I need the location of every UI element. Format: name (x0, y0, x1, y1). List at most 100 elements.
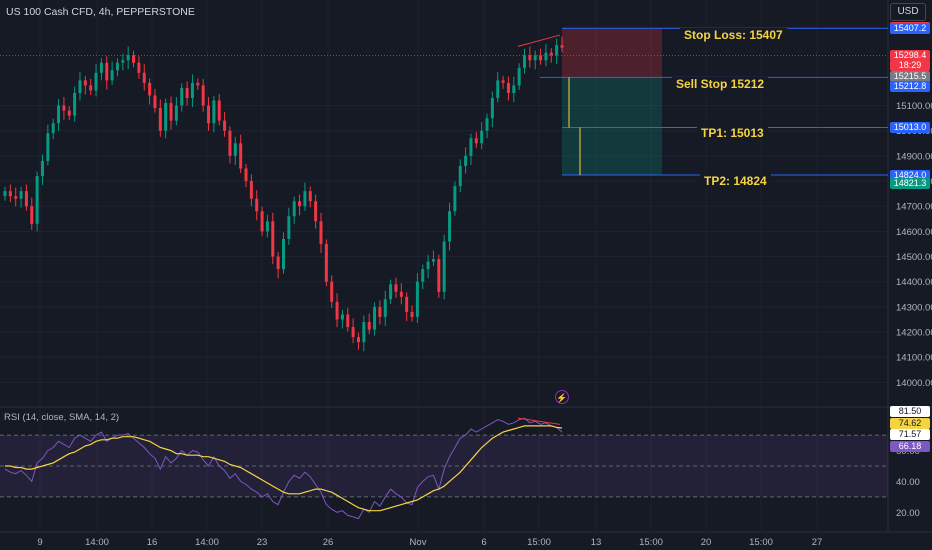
candle-body (158, 108, 162, 131)
candle-body (8, 191, 12, 197)
candle-body (3, 191, 7, 197)
x-tick-label: 16 (147, 537, 158, 548)
candle-body (415, 281, 419, 317)
candle-body (469, 138, 473, 156)
price-label: 15215.5 (890, 70, 930, 82)
candle-body (490, 97, 494, 119)
candle-body (560, 45, 564, 48)
stop-loss-annotation: Stop Loss: 15407 (680, 28, 787, 42)
candle-body (190, 82, 194, 98)
flash-icon[interactable]: ⚡ (555, 390, 569, 404)
y-tick-label: 14400.00 (896, 277, 932, 288)
x-tick-label: 14:00 (85, 537, 109, 548)
candle-body (73, 92, 77, 116)
take-profit-zone (562, 77, 662, 176)
rsi-value-label: 81.50 (890, 406, 930, 417)
candle-body (174, 105, 178, 121)
candle-body (523, 55, 527, 68)
y-tick-label: 14200.00 (896, 328, 932, 339)
candle-body (244, 168, 248, 182)
candle-body (51, 123, 55, 134)
price-label: 18:29 (890, 60, 930, 72)
x-tick-label: 15:00 (749, 537, 773, 548)
sell-stop-annotation: Sell Stop 15212 (672, 77, 769, 91)
candle-body (426, 261, 430, 270)
candle-body (496, 80, 500, 98)
rsi-value-label: 71.57 (890, 429, 930, 440)
candle-body (373, 306, 377, 330)
y-tick-label: 14100.00 (896, 353, 932, 364)
tp2-annotation: TP2: 14824 (700, 174, 771, 188)
candle-body (153, 95, 157, 109)
candle-body (89, 85, 93, 91)
candle-body (314, 201, 318, 222)
candle-body (533, 55, 537, 61)
rsi-axis-label: 60.00 (896, 446, 920, 457)
candle-body (228, 130, 232, 156)
x-tick-label: 9 (37, 537, 42, 548)
candle-body (142, 72, 146, 83)
candle-body (517, 67, 521, 86)
tp1-annotation: TP1: 15013 (697, 126, 768, 140)
candle-body (394, 284, 398, 292)
rsi-ma-line (5, 425, 563, 512)
candle-body (30, 206, 34, 224)
candle-body (458, 165, 462, 187)
candle-body (298, 201, 302, 207)
candle-body (169, 103, 173, 121)
x-tick-label: 14:00 (195, 537, 219, 548)
candle-body (555, 45, 559, 56)
y-tick-label: 14900.00 (896, 151, 932, 162)
divergence-line-price (517, 34, 561, 47)
candle-body (431, 259, 435, 262)
candle-body (46, 133, 50, 161)
y-tick-label: 14000.00 (896, 378, 932, 389)
y-tick-label: 14500.00 (896, 252, 932, 263)
candle-body (115, 62, 119, 71)
x-tick-label: Nov (410, 537, 427, 548)
y-tick-label: 14600.00 (896, 227, 932, 238)
candle-body (233, 143, 237, 156)
candle-body (265, 221, 269, 232)
rsi-value-label: 74.62 (890, 417, 930, 429)
x-tick-label: 15:00 (639, 537, 663, 548)
candle-body (319, 221, 323, 244)
candle-body (485, 118, 489, 131)
candle-body (399, 291, 403, 297)
candle-body (217, 100, 221, 121)
rsi-axis-label: 40.00 (896, 477, 920, 488)
candle-body (405, 296, 409, 312)
candle-body (40, 160, 44, 177)
price-label: 15013.0 (890, 121, 930, 133)
currency-button[interactable]: USD (890, 3, 926, 21)
x-tick-label: 13 (591, 537, 602, 548)
candle-body (453, 186, 457, 212)
candle-body (164, 103, 168, 131)
candle-body (212, 100, 216, 124)
candle-body (255, 198, 259, 212)
candle-body (442, 241, 446, 292)
candle-body (549, 52, 553, 56)
x-tick-label: 15:00 (527, 537, 551, 548)
candle-body (207, 105, 211, 124)
symbol-title: US 100 Cash CFD, 4h, PEPPERSTONE (6, 6, 195, 18)
candle-body (378, 306, 382, 317)
candle-body (282, 238, 285, 270)
rsi-indicator-title[interactable]: RSI (14, close, SMA, 14, 2) (4, 412, 120, 423)
price-label: 15212.8 (890, 81, 930, 93)
candle-body (287, 216, 291, 239)
x-tick-label: 26 (323, 537, 334, 548)
candle-body (544, 52, 548, 61)
y-tick-label: 15100.00 (896, 101, 932, 112)
candle-body (110, 70, 114, 81)
price-label: 14821.3 (890, 178, 930, 190)
candle-body (99, 62, 103, 73)
candle-body (292, 201, 296, 217)
y-tick-label: 14700.00 (896, 202, 932, 213)
candle-body (340, 314, 344, 320)
candle-body (260, 211, 264, 232)
candle-body (148, 82, 152, 96)
candle-body (324, 243, 328, 282)
price-label: 15407.2 (890, 22, 930, 34)
